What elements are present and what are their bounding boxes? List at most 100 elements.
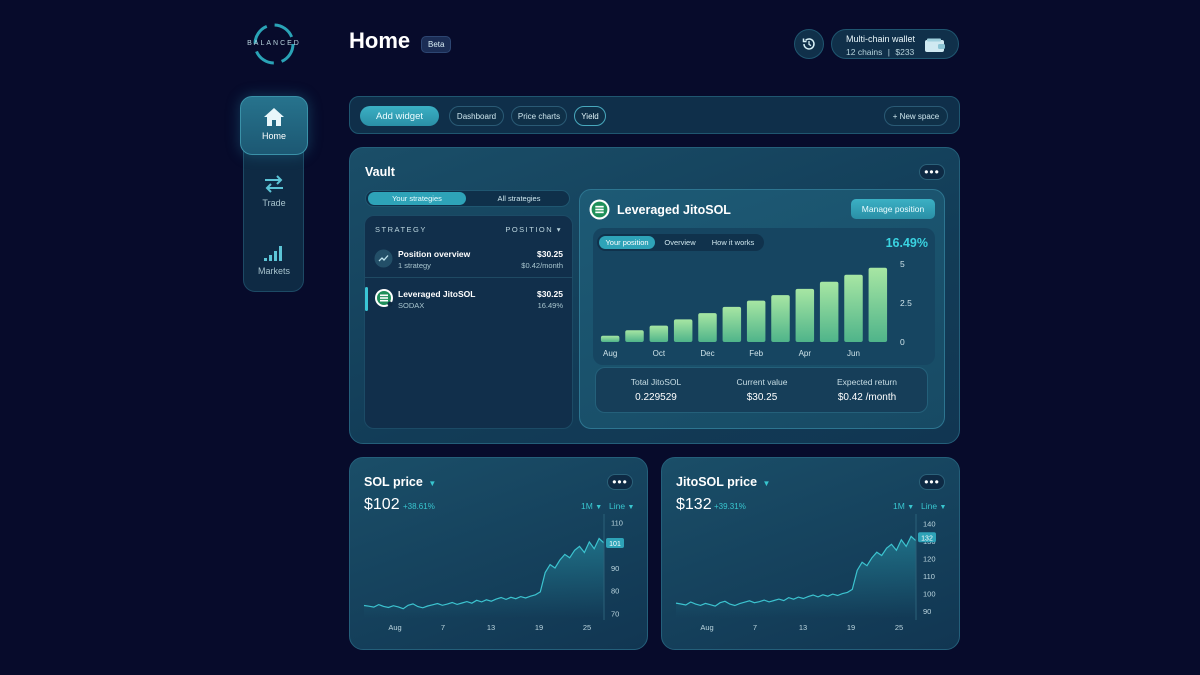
x-tick-label: Aug <box>388 623 401 632</box>
sol-price-title[interactable]: SOL price ▼ <box>364 475 436 489</box>
x-tick-label: 13 <box>487 623 495 632</box>
y-tick-label: 70 <box>611 609 619 618</box>
logo-text: BALANCED <box>247 40 301 47</box>
chevron-down-icon: ▼ <box>595 504 603 511</box>
x-tick-label: 19 <box>535 623 543 632</box>
tab-yield[interactable]: Yield <box>574 106 606 126</box>
bar[interactable] <box>600 335 620 342</box>
timeframe-select[interactable]: 1M ▼ <box>893 501 914 511</box>
tab-overview[interactable]: Overview <box>664 238 696 247</box>
bar[interactable] <box>844 274 863 342</box>
sidebar-item-home[interactable]: Home <box>240 107 308 141</box>
bar[interactable] <box>649 325 669 342</box>
stat-value: 0.229529 <box>635 392 677 403</box>
wallet-button[interactable]: Multi-chain wallet 12 chains | $233 <box>831 29 959 59</box>
jitosol-more-button[interactable]: ••• <box>919 474 945 490</box>
signal-bars-icon <box>264 246 282 261</box>
tab-price-charts[interactable]: Price charts <box>511 106 567 126</box>
y-tick-label: 120 <box>923 554 936 563</box>
yield-percentage: 16.49% <box>885 236 928 250</box>
y-tick-label: 90 <box>923 607 931 616</box>
x-tick-label: Aug <box>700 623 713 632</box>
x-tick-label: 19 <box>847 623 855 632</box>
chevron-down-icon: ▼ <box>428 479 437 488</box>
bar[interactable] <box>795 288 815 342</box>
bar[interactable] <box>722 306 742 342</box>
x-tick-label: Oct <box>653 349 666 358</box>
y-tick-label: 0 <box>900 337 905 347</box>
price-change: +39.31% <box>714 502 746 511</box>
toolbar: Add widget Dashboard Price charts Yield … <box>349 96 960 134</box>
price-line[interactable] <box>675 535 917 607</box>
bar[interactable] <box>698 313 717 342</box>
add-widget-button[interactable]: Add widget <box>360 106 439 126</box>
bar[interactable] <box>625 330 644 342</box>
price-area <box>364 538 604 618</box>
page-title: Home <box>349 28 411 53</box>
price-line[interactable] <box>363 537 605 610</box>
wallet-balance: $233 <box>895 47 915 57</box>
wallet-icon <box>925 38 945 52</box>
chart-mode-select[interactable]: Line ▼ <box>609 501 634 511</box>
trend-icon <box>374 249 393 268</box>
sol-price-card: SOL price ▼ ••• $102 +38.61% 1M ▼ Line ▼… <box>349 457 648 650</box>
chevron-down-icon: ▼ <box>907 504 915 511</box>
wallet-title: Multi-chain wallet <box>846 34 916 44</box>
x-tick-label: 25 <box>583 623 591 632</box>
tab-how-it-works[interactable]: How it works <box>711 238 755 247</box>
segment-your-strategies[interactable]: Your strategies <box>368 192 466 205</box>
y-tick-label: 90 <box>611 564 619 573</box>
chart-mode-select[interactable]: Line ▼ <box>921 501 946 511</box>
tab-your-position[interactable]: Your position <box>599 236 655 249</box>
selected-indicator <box>365 287 368 311</box>
bar[interactable] <box>771 295 790 342</box>
stat-expected-return: Expected return $0.42 /month <box>812 377 922 403</box>
new-space-button[interactable]: + New space <box>884 106 948 126</box>
chevron-down-icon: ▼ <box>627 504 635 511</box>
chart-mode-value: Line <box>609 501 626 511</box>
sol-more-button[interactable]: ••• <box>607 474 633 490</box>
position-tabs: Your position Overview How it works <box>597 234 764 251</box>
x-tick-label: 25 <box>895 623 903 632</box>
x-tick-label: Apr <box>799 349 812 358</box>
manage-position-button[interactable]: Manage position <box>851 199 935 219</box>
x-tick-label: Jun <box>847 349 860 358</box>
column-header-strategy[interactable]: STRATEGY <box>375 225 427 234</box>
list-item-position-overview[interactable]: Position overview 1 strategy $30.25 $0.4… <box>365 242 572 278</box>
sidebar-item-trade[interactable]: Trade <box>240 174 308 208</box>
bar[interactable] <box>746 300 766 342</box>
y-tick-label: 80 <box>611 587 619 596</box>
vault-more-button[interactable]: ••• <box>919 164 945 180</box>
chart-mode-value: Line <box>921 501 938 511</box>
price-title-text: SOL price <box>364 475 423 489</box>
row-subtitle: 1 strategy <box>398 261 431 270</box>
wallet-separator: | <box>887 47 890 57</box>
yield-bar-chart: Aug Oct Dec Feb Apr Jun 5 2.5 0 <box>600 259 912 358</box>
current-price-label: 132 <box>921 535 933 542</box>
x-tick-label: Dec <box>700 349 714 358</box>
list-item-leveraged-jitosol[interactable]: Leveraged JitoSOL SODAX $30.25 16.49% <box>365 282 572 318</box>
bar[interactable] <box>819 281 839 342</box>
current-price-label: 101 <box>609 541 621 548</box>
timeframe-select[interactable]: 1M ▼ <box>581 501 602 511</box>
y-tick-label: 2.5 <box>900 298 912 308</box>
bar[interactable] <box>868 267 888 342</box>
swap-icon <box>265 175 283 193</box>
vault-title: Vault <box>365 165 395 179</box>
stat-total-jitosol: Total JitoSOL 0.229529 <box>601 377 711 403</box>
balanced-logo[interactable]: BALANCED <box>244 22 304 66</box>
history-button[interactable] <box>794 29 824 59</box>
y-tick-label: 5 <box>900 259 905 269</box>
sidebar-item-markets[interactable]: Markets <box>240 242 308 276</box>
row-title: Leveraged JitoSOL <box>398 289 476 299</box>
x-tick-label: 13 <box>799 623 807 632</box>
column-header-position[interactable]: POSITION ▾ <box>505 225 562 234</box>
segment-all-strategies[interactable]: All strategies <box>497 194 541 203</box>
bar[interactable] <box>673 319 693 342</box>
jitosol-price-title[interactable]: JitoSOL price ▼ <box>676 475 770 489</box>
wallet-summary: 12 chains | $233 <box>846 47 914 57</box>
y-tick-label: 100 <box>923 589 936 598</box>
tab-dashboard[interactable]: Dashboard <box>449 106 504 126</box>
row-title: Position overview <box>398 249 471 259</box>
strategy-list: STRATEGY POSITION ▾ Position overview 1 … <box>364 215 573 429</box>
